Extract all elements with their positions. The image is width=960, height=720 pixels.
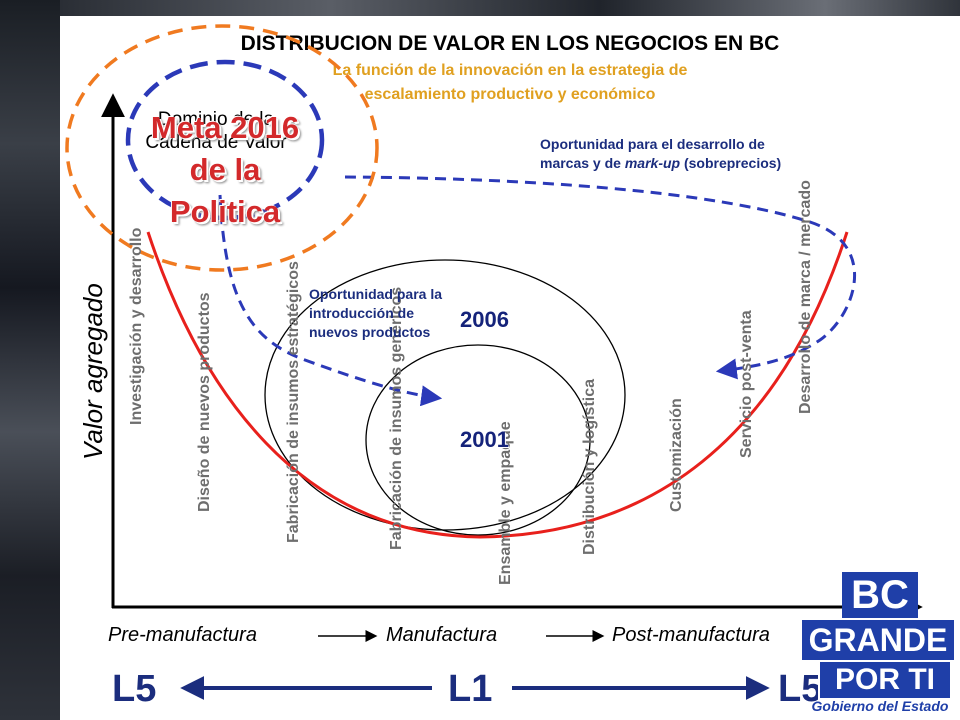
y-axis-label: Valor agregado [78, 283, 108, 460]
note-brands: Oportunidad para el desarrollo de marcas… [540, 135, 781, 173]
activity-label: Fabricación de insumos estratégicos [285, 261, 302, 543]
dominio-cadena-label: Dominio de la Cadena de Valor [116, 108, 316, 154]
activity-label: Distribución y logística [581, 378, 598, 555]
note-line: introducción de [309, 305, 414, 321]
note-line: nuevos productos [309, 324, 431, 340]
note-line: Oportunidad para la [309, 286, 443, 302]
dominio-line: Cadena de Valor [145, 132, 287, 153]
page-title: DISTRIBUCION DE VALOR EN LOS NEGOCIOS EN… [240, 32, 780, 55]
activity-label: Diseño de nuevos productos [196, 292, 213, 512]
decorative-photo-strip-left [0, 0, 60, 720]
ellipse-2001 [365, 344, 591, 536]
note-emphasis: mark-up [624, 155, 681, 171]
dashed-arrow-brands [344, 175, 856, 380]
year-label-2006: 2006 [460, 307, 509, 332]
meta-politica-label: Politica [169, 194, 281, 229]
decorative-photo-strip-top [60, 0, 960, 16]
note-new-products: Oportunidad para la introducción de nuev… [309, 285, 442, 342]
phase-manufactura: Manufactura [386, 624, 498, 646]
activity-label: Customización [668, 398, 685, 512]
note-text: marcas y de [540, 155, 625, 171]
activity-label: Investigación y desarrollo [128, 227, 145, 425]
meta-de-la-label: de la [189, 152, 261, 187]
activity-label: Desarrollo de marca / mercado [797, 180, 814, 414]
subtitle-line-2: escalamiento productivo y económico [364, 86, 656, 103]
year-label-2001: 2001 [460, 427, 509, 452]
note-line: marcas y de mark-up (sobreprecios) [540, 154, 781, 173]
dashed-arrow-new-products [218, 194, 443, 407]
subtitle-line-1: La función de la innovación en la estrat… [332, 62, 688, 79]
dominio-line: Dominio de la [157, 109, 275, 130]
logo-bc: BC [842, 572, 918, 618]
note-text: (sobreprecios) [680, 155, 782, 171]
level-left: L5 [112, 668, 157, 710]
note-line: Oportunidad para el desarrollo de [540, 136, 765, 152]
meta-circle-orange [65, 24, 379, 272]
activity-label: Servicio post-venta [738, 310, 755, 458]
level-center: L1 [448, 668, 493, 710]
smile-curve [146, 231, 849, 539]
ellipse-2006 [264, 259, 626, 531]
level-right: L5 [778, 668, 823, 710]
bc-grande-logo: BC GRANDE POR TI Gobierno del Estado [800, 570, 960, 720]
dominio-circle-blue [125, 59, 325, 221]
phase-post-manufactura: Post-manufactura [612, 624, 770, 646]
logo-por-ti: POR TI [818, 660, 952, 700]
logo-gobierno: Gobierno del Estado [811, 698, 949, 714]
meta-2016-label: Meta 2016 [150, 110, 300, 145]
logo-grande: GRANDE [800, 618, 956, 662]
phase-pre-manufactura: Pre-manufactura [108, 624, 257, 646]
